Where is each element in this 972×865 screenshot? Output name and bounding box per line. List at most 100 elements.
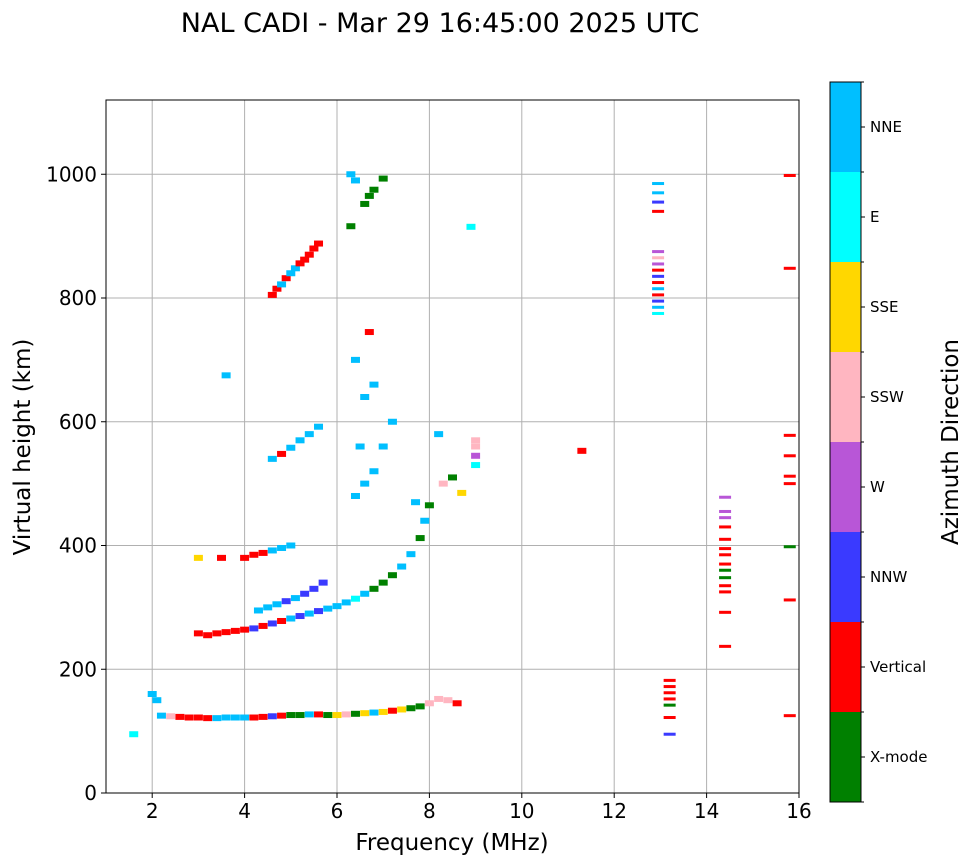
echo-point: [221, 714, 231, 721]
colorbar-segment: [830, 442, 861, 532]
colorbar-segment: [830, 532, 861, 622]
echo-point: [652, 262, 665, 266]
echo-point: [663, 691, 676, 695]
echo-point: [350, 595, 360, 602]
y-axis-label: Virtual height (km): [10, 339, 36, 556]
colorbar-frame: [829, 81, 862, 803]
echo-point: [406, 705, 416, 712]
echo-point: [466, 223, 476, 230]
echo-point: [415, 535, 425, 542]
echo-point: [577, 447, 587, 454]
echo-point: [719, 495, 732, 499]
echo-point: [350, 356, 360, 363]
colorbar-label: Azimuth Direction: [938, 339, 964, 545]
colorbar-tick-label: W: [870, 478, 885, 496]
echo-point: [258, 713, 268, 720]
echo-point: [341, 599, 351, 606]
echo-point: [314, 711, 324, 718]
echo-point: [277, 281, 287, 288]
echo-point: [304, 711, 314, 718]
echo-point: [341, 711, 351, 718]
echo-points: [129, 171, 796, 738]
echo-point: [221, 629, 231, 636]
echo-point: [652, 256, 665, 260]
y-tick-label: 200: [59, 657, 97, 681]
colorbar-segment: [830, 712, 861, 802]
echo-point: [277, 450, 287, 457]
echo-point: [719, 590, 732, 594]
echo-point: [369, 585, 379, 592]
echo-point: [258, 549, 268, 556]
y-tick-label: 400: [59, 534, 97, 558]
echo-point: [360, 200, 370, 207]
echo-point: [397, 706, 407, 713]
echo-point: [457, 489, 467, 496]
colorbar-segment: [830, 352, 861, 442]
echo-point: [277, 617, 287, 624]
echo-point: [652, 200, 665, 204]
echo-point: [448, 474, 457, 481]
echo-point: [719, 584, 732, 588]
echo-point: [783, 266, 796, 270]
echo-point: [314, 240, 324, 247]
echo-point: [719, 562, 732, 566]
colorbar-tick-label: X-mode: [870, 748, 927, 766]
echo-point: [652, 305, 665, 309]
echo-point: [783, 433, 796, 437]
echo-point: [286, 542, 296, 549]
echo-point: [652, 250, 665, 254]
echo-point: [471, 443, 481, 450]
echo-point: [652, 209, 665, 213]
echo-point: [783, 598, 796, 602]
echo-point: [652, 182, 665, 186]
grid-lines: [106, 100, 800, 794]
echo-point: [281, 275, 291, 282]
echo-point: [277, 544, 287, 551]
echo-point: [323, 605, 333, 612]
echo-point: [272, 601, 282, 608]
echo-point: [212, 630, 222, 637]
echo-point: [277, 712, 287, 719]
colorbar-tick-label: SSE: [870, 298, 899, 316]
echo-point: [286, 270, 296, 277]
echo-point: [443, 697, 453, 704]
echo-point: [267, 713, 277, 720]
chart-title: NAL CADI - Mar 29 16:45:00 2025 UTC: [181, 8, 699, 39]
echo-point: [719, 537, 732, 541]
echo-point: [360, 480, 370, 487]
x-tick-label: 12: [601, 799, 626, 823]
echo-point: [249, 714, 259, 721]
echo-point: [267, 620, 277, 627]
echo-point: [369, 186, 379, 193]
echo-point: [369, 709, 379, 716]
echo-point: [193, 714, 203, 721]
plot-frame: [105, 99, 800, 794]
echo-point: [719, 516, 732, 520]
echo-point: [263, 604, 273, 611]
echo-point: [652, 191, 665, 195]
echo-point: [295, 437, 305, 444]
echo-point: [387, 707, 397, 714]
echo-point: [240, 714, 250, 721]
echo-point: [663, 732, 676, 736]
echo-point: [300, 256, 310, 263]
colorbar-tick-label: NNE: [870, 118, 902, 136]
echo-point: [783, 474, 796, 478]
echo-point: [364, 192, 374, 199]
echo-point: [783, 482, 796, 486]
echo-point: [364, 329, 374, 336]
echo-point: [452, 700, 462, 707]
echo-point: [304, 610, 314, 617]
echo-point: [350, 493, 360, 499]
x-tick-label: 2: [146, 799, 159, 823]
echo-point: [314, 423, 324, 430]
echo-point: [719, 568, 732, 572]
echo-point: [719, 525, 732, 529]
echo-point: [663, 697, 676, 701]
echo-point: [663, 678, 676, 682]
echo-point: [346, 223, 356, 230]
y-tick-label: 800: [59, 286, 97, 310]
echo-point: [663, 703, 676, 707]
echo-point: [719, 576, 732, 580]
